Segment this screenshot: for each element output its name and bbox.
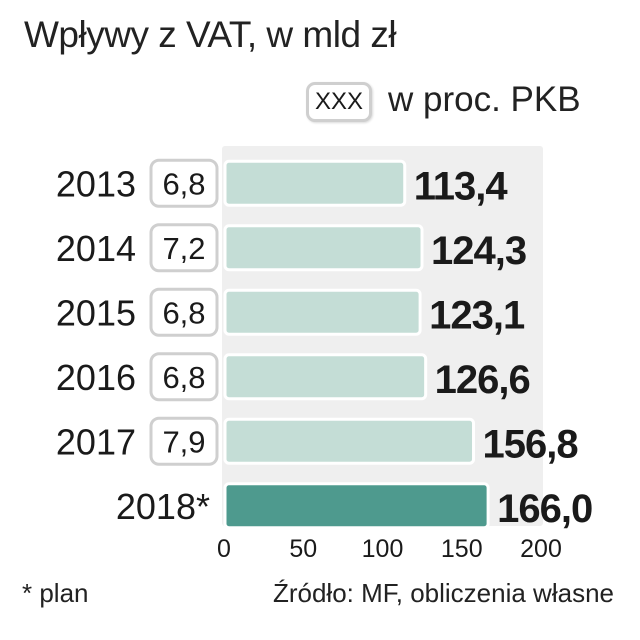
x-tick-label: 200 [520, 535, 562, 563]
gdp-share-label: 7,9 [162, 424, 205, 459]
bar [223, 224, 424, 272]
gdp-share-label: 6,8 [162, 360, 205, 395]
value-label: 113,4 [414, 164, 509, 208]
bar [223, 159, 407, 207]
value-label: 126,6 [435, 358, 530, 402]
x-tick-label: 150 [441, 535, 483, 563]
value-label: 124,3 [431, 229, 526, 273]
category-label: 2014 [56, 228, 136, 269]
bar [223, 353, 428, 401]
bar [223, 288, 422, 336]
gdp-share-box [149, 158, 219, 208]
source-note: Źródło: MF, obliczenia własne [272, 578, 614, 608]
gdp-share-label: 6,8 [162, 295, 205, 330]
legend-label: w proc. PKB [388, 80, 581, 119]
legend-swatch: XXX [306, 82, 372, 122]
bar [223, 482, 490, 530]
x-tick-label: 0 [217, 535, 231, 563]
footnote: * plan [22, 578, 89, 608]
category-label: 2015 [56, 292, 136, 333]
gdp-share-box [149, 287, 219, 337]
x-tick-label: 100 [362, 535, 404, 563]
x-tick-label: 50 [289, 535, 317, 563]
category-label: 2016 [56, 357, 136, 398]
category-label: 2013 [56, 163, 136, 204]
chart-title: Wpływy z VAT, w mld zł [24, 14, 397, 55]
gdp-share-box [149, 352, 219, 402]
value-label: 156,8 [483, 422, 579, 466]
value-label: 166,0 [497, 487, 592, 531]
value-label: 123,1 [429, 293, 525, 337]
category-label: 2018* [116, 486, 210, 527]
gdp-share-label: 6,8 [162, 166, 205, 201]
category-label: 2017 [56, 421, 136, 462]
gdp-share-label: 7,2 [162, 231, 205, 266]
bar [223, 417, 476, 465]
gdp-share-box [149, 416, 219, 466]
gdp-share-box [149, 223, 219, 273]
